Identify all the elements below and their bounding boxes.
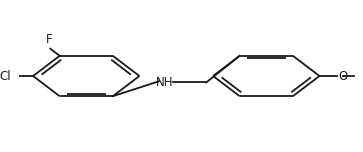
Text: O: O [338,69,347,83]
Text: F: F [46,33,53,46]
Text: Cl: Cl [0,69,11,83]
Text: NH: NH [156,76,174,88]
